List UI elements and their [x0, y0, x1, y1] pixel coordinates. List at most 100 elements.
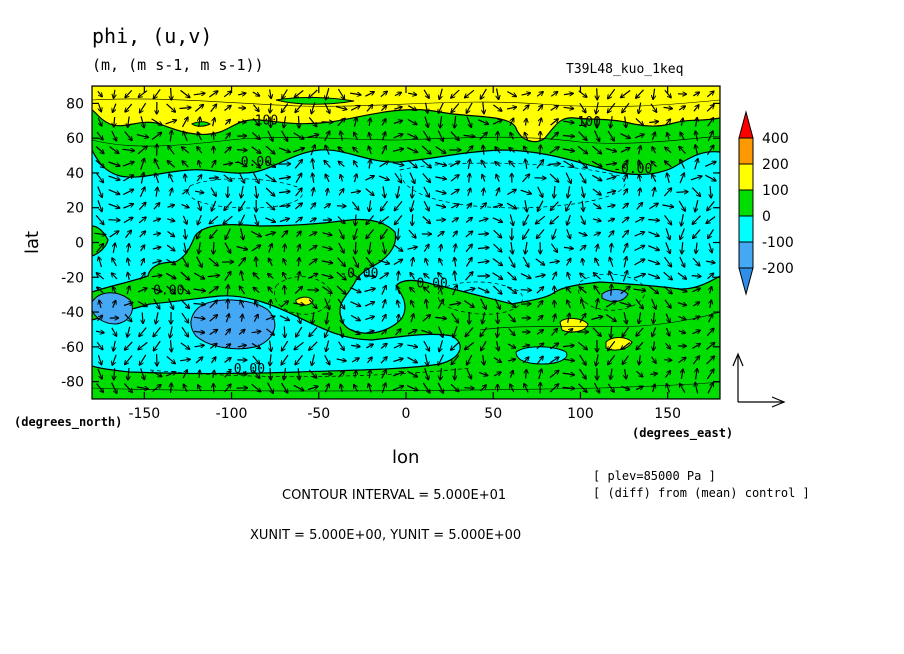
- wind-vector: [137, 288, 147, 293]
- wind-vector: [170, 130, 172, 142]
- wind-vector: [407, 159, 417, 168]
- wind-vector: [195, 357, 203, 364]
- wind-vector: [653, 341, 654, 351]
- contour-label: -0.00: [226, 362, 265, 377]
- y-axis: 80 60 40 20 0 -20 -40 -60 -80: [61, 96, 720, 391]
- wind-vector: [170, 188, 173, 197]
- wind-vector: [422, 382, 430, 393]
- vector-units-label: XUNIT = 5.000E+00, YUNIT = 5.000E+00: [250, 528, 522, 543]
- wind-vector: [497, 312, 498, 323]
- wind-vector: [620, 148, 630, 153]
- wind-vector: [109, 146, 119, 154]
- wind-vector: [339, 312, 343, 324]
- wind-vector: [253, 314, 258, 322]
- wind-vector: [493, 372, 501, 377]
- wind-vector: [536, 287, 544, 294]
- wind-vector: [465, 327, 474, 337]
- wind-vector: [324, 131, 330, 142]
- wind-vector: [394, 92, 401, 95]
- wind-vector: [213, 384, 214, 393]
- wind-vector: [123, 303, 133, 306]
- wind-vector: [667, 173, 669, 183]
- wind-vector: [523, 228, 530, 239]
- wind-vector: [690, 176, 702, 181]
- wind-vector: [677, 287, 687, 291]
- wind-vector: [266, 328, 274, 335]
- wind-vector: [265, 232, 276, 237]
- wind-vector: [298, 244, 301, 252]
- wind-vector: [692, 356, 699, 365]
- wind-vector: [465, 146, 473, 155]
- wind-vector: [338, 341, 345, 351]
- wind-vector: [635, 298, 643, 309]
- wind-vector: [451, 218, 458, 223]
- wind-vector: [437, 299, 443, 309]
- wind-vector: [350, 287, 361, 293]
- wind-vector: [437, 382, 443, 393]
- wind-vector: [284, 368, 286, 380]
- wind-vector: [369, 200, 371, 211]
- wind-vector: [284, 244, 285, 252]
- y-tick-label: 60: [66, 131, 84, 147]
- wind-vector: [392, 163, 404, 166]
- wind-vector: [153, 88, 161, 98]
- wind-vector: [634, 246, 645, 252]
- wind-vector: [478, 371, 488, 375]
- wind-vector: [279, 218, 289, 223]
- wind-vector: [365, 331, 374, 334]
- wind-vector: [369, 146, 372, 154]
- wind-vector: [156, 312, 158, 324]
- contour-label: -0.00: [613, 162, 652, 177]
- wind-vector: [540, 145, 541, 156]
- wind-vector: [224, 271, 231, 281]
- wind-vector: [209, 215, 219, 223]
- wind-vector: [381, 315, 386, 322]
- wind-vector: [354, 161, 359, 168]
- wind-vector: [151, 287, 162, 291]
- wind-vector: [127, 286, 129, 295]
- wind-vector: [594, 273, 601, 280]
- wind-vector: [252, 369, 260, 379]
- wind-vector: [393, 121, 402, 124]
- wind-vector: [125, 103, 133, 112]
- wind-vector: [568, 313, 570, 323]
- wind-vector: [550, 132, 559, 141]
- wind-vector: [663, 271, 673, 280]
- x-tick-label: -100: [216, 406, 248, 422]
- wind-vector: [677, 272, 687, 279]
- wind-vector: [506, 107, 516, 109]
- wind-vector: [326, 312, 328, 324]
- wind-vector: [181, 326, 188, 337]
- wind-vector: [578, 131, 587, 141]
- wind-vector: [138, 217, 146, 224]
- wind-vector: [707, 201, 715, 210]
- wind-vector: [562, 359, 574, 361]
- wind-vector: [537, 186, 543, 198]
- wind-vector: [336, 359, 346, 361]
- wind-vector: [340, 175, 342, 182]
- wind-vector: [477, 261, 489, 263]
- wind-vector: [665, 313, 670, 323]
- wind-vector: [592, 188, 601, 195]
- wind-vector: [166, 355, 175, 363]
- wind-vector: [554, 185, 555, 198]
- wind-vector: [252, 355, 260, 364]
- wind-vector: [311, 102, 316, 113]
- wind-vector: [312, 312, 314, 324]
- wind-vector: [309, 341, 318, 350]
- wind-vector: [424, 274, 430, 279]
- wind-vector: [465, 341, 475, 349]
- wind-vector: [538, 200, 544, 212]
- wind-vector: [565, 172, 571, 184]
- wind-vector: [368, 384, 371, 393]
- wind-vector: [622, 203, 629, 210]
- wind-vector: [639, 102, 641, 114]
- wind-vector: [407, 133, 417, 139]
- wind-vector: [299, 115, 300, 128]
- wind-vector: [423, 186, 429, 197]
- wind-vector: [483, 102, 484, 113]
- wind-vector: [681, 369, 683, 379]
- wind-vector: [536, 343, 544, 350]
- wind-vector: [338, 371, 345, 378]
- wind-vector: [397, 185, 399, 198]
